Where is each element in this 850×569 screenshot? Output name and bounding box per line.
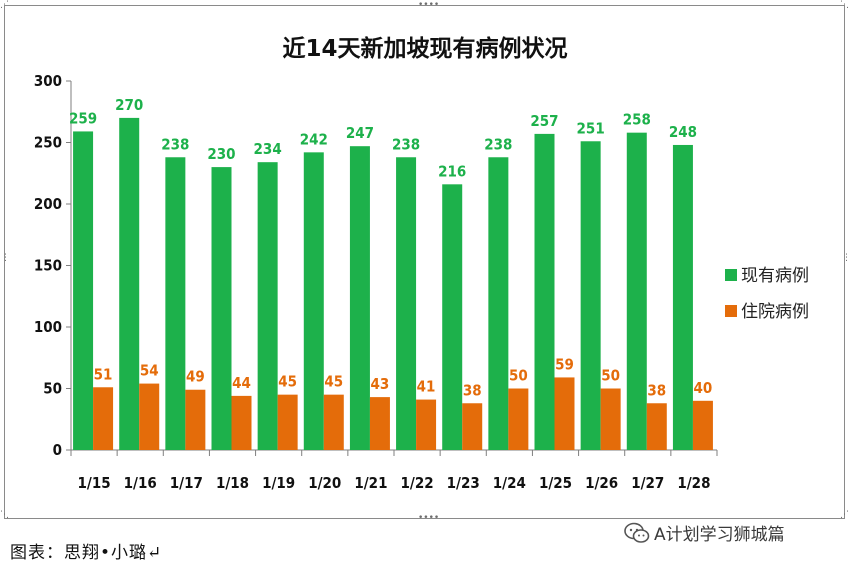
data-label-hospitalized: 43 [371, 375, 390, 393]
data-label-hospitalized: 50 [509, 367, 528, 385]
resize-handle-bottom-right[interactable]: ⋰ [840, 510, 849, 520]
y-tick-label: 250 [34, 134, 62, 152]
x-tick-label: 1/20 [308, 474, 341, 492]
bar-hospitalized-cases[interactable] [323, 394, 344, 450]
data-label-current: 257 [530, 112, 558, 130]
legend-swatch [725, 269, 737, 281]
y-tick-label: 0 [53, 441, 62, 459]
data-label-hospitalized: 54 [140, 362, 159, 380]
x-tick-label: 1/17 [170, 474, 203, 492]
bar-hospitalized-cases[interactable] [185, 389, 206, 450]
data-label-hospitalized: 41 [417, 378, 436, 396]
bar-current-cases[interactable] [626, 132, 647, 450]
y-tick-label: 100 [34, 318, 62, 336]
data-label-hospitalized: 45 [278, 373, 297, 391]
data-label-hospitalized: 45 [324, 373, 343, 391]
resize-handle-top[interactable]: •••• [418, 0, 440, 10]
data-label-hospitalized: 40 [694, 379, 713, 397]
x-tick-label: 1/25 [539, 474, 572, 492]
data-label-current: 242 [300, 130, 328, 148]
x-tick-label: 1/16 [124, 474, 157, 492]
y-tick-label: 200 [34, 195, 62, 213]
resize-handle-bottom[interactable]: •••• [418, 513, 440, 523]
x-tick-label: 1/28 [677, 474, 710, 492]
bar-current-cases[interactable] [534, 133, 555, 450]
data-label-current: 270 [115, 96, 143, 114]
x-tick-label: 1/23 [447, 474, 480, 492]
data-label-current: 251 [577, 119, 605, 137]
resize-handle-top-left[interactable]: ⋰ [0, 0, 9, 10]
bar-hospitalized-cases[interactable] [369, 397, 390, 450]
bar-hospitalized-cases[interactable] [139, 383, 160, 450]
bar-current-cases[interactable] [119, 117, 140, 451]
y-tick-label: 50 [43, 380, 62, 398]
bar-current-cases[interactable] [257, 162, 278, 450]
bar-hospitalized-cases[interactable] [508, 388, 529, 451]
legend-label: 住院病例 [741, 302, 809, 322]
bar-hospitalized-cases[interactable] [462, 403, 483, 450]
data-label-current: 248 [669, 123, 697, 141]
data-label-hospitalized: 38 [463, 381, 482, 399]
resize-handle-right[interactable]: ⋮ [842, 253, 850, 263]
legend-label: 现有病例 [741, 266, 809, 286]
account-watermark: A计划学习狮城篇 [624, 520, 785, 545]
x-tick-label: 1/26 [585, 474, 618, 492]
x-tick-label: 1/18 [216, 474, 249, 492]
data-label-current: 234 [254, 140, 282, 158]
data-label-current: 238 [484, 135, 512, 153]
bar-current-cases[interactable] [672, 144, 693, 450]
bar-current-cases[interactable] [211, 167, 232, 450]
bar-current-cases[interactable] [303, 152, 324, 450]
bar-hospitalized-cases[interactable] [277, 394, 298, 450]
legend-swatch [725, 305, 737, 317]
figure-caption: 图表：思翔•小璐↵ [10, 543, 163, 563]
data-label-current: 247 [346, 124, 374, 142]
bar-current-cases[interactable] [73, 131, 94, 450]
data-label-hospitalized: 59 [555, 355, 574, 373]
data-label-hospitalized: 50 [601, 367, 620, 385]
x-tick-label: 1/15 [78, 474, 111, 492]
x-tick-label: 1/21 [354, 474, 387, 492]
x-tick-label: 1/24 [493, 474, 526, 492]
data-label-hospitalized: 49 [186, 368, 205, 386]
bar-chart: 近14天新加坡现有病例状况 0 50 100 150 200 250 300 1/15 1/16… [34, 35, 809, 492]
bar-hospitalized-cases[interactable] [554, 377, 575, 450]
bar-hospitalized-cases[interactable] [231, 395, 252, 450]
bar-current-cases[interactable] [396, 157, 417, 450]
bar-hospitalized-cases[interactable] [646, 403, 667, 450]
bar-hospitalized-cases[interactable] [692, 400, 713, 450]
bar-current-cases[interactable] [580, 141, 601, 450]
bar-current-cases[interactable] [488, 157, 509, 450]
data-label-current: 238 [392, 135, 420, 153]
x-tick-label: 1/22 [401, 474, 434, 492]
wechat-icon [624, 522, 650, 543]
bar-current-cases[interactable] [442, 184, 463, 450]
data-label-hospitalized: 44 [232, 374, 251, 392]
bar-current-cases[interactable] [165, 157, 186, 450]
bar-hospitalized-cases[interactable] [416, 399, 437, 450]
data-label-current: 258 [623, 111, 651, 129]
bar-hospitalized-cases[interactable] [600, 388, 621, 451]
watermark-text: A计划学习狮城篇 [654, 525, 785, 545]
data-label-current: 230 [207, 145, 235, 163]
data-label-hospitalized: 51 [94, 365, 113, 383]
resize-handle-top-right[interactable]: ⋱ [840, 0, 849, 10]
data-label-current: 259 [69, 109, 97, 127]
data-label-hospitalized: 38 [647, 381, 666, 399]
data-label-current: 216 [438, 162, 466, 180]
bar-hospitalized-cases[interactable] [93, 387, 114, 450]
chart-title: 近14天新加坡现有病例状况 [282, 35, 567, 62]
bar-current-cases[interactable] [349, 146, 370, 450]
x-tick-label: 1/19 [262, 474, 295, 492]
data-label-current: 238 [161, 135, 189, 153]
x-tick-label: 1/27 [631, 474, 664, 492]
resize-handle-bottom-left[interactable]: ⋱ [0, 510, 9, 520]
y-tick-label: 300 [34, 72, 62, 90]
y-tick-label: 150 [34, 257, 62, 275]
